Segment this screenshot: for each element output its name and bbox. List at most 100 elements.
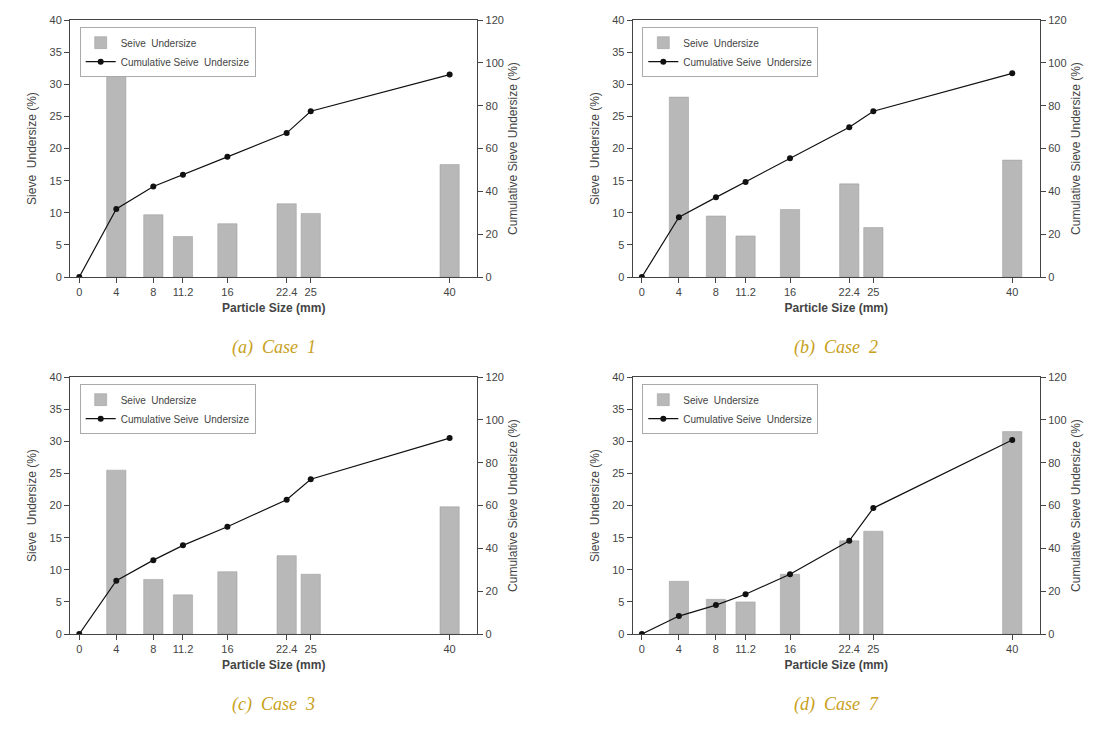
svg-text:40: 40 <box>486 185 498 197</box>
svg-text:4: 4 <box>113 643 119 655</box>
svg-text:25: 25 <box>50 467 62 479</box>
svg-text:15: 15 <box>50 175 62 187</box>
svg-text:Sieve Undersize (%): Sieve Undersize (%) <box>25 92 39 205</box>
svg-text:0: 0 <box>618 271 624 283</box>
svg-text:40: 40 <box>486 542 498 554</box>
svg-text:0: 0 <box>486 628 492 640</box>
svg-text:Particle Size (mm): Particle Size (mm) <box>222 658 325 672</box>
svg-text:(b) Case 2: (b) Case 2 <box>794 337 878 358</box>
svg-text:Particle Size (mm): Particle Size (mm) <box>785 301 888 315</box>
svg-text:20: 20 <box>486 585 498 597</box>
svg-text:5: 5 <box>618 239 624 251</box>
svg-text:80: 80 <box>1048 100 1060 112</box>
svg-text:11.2: 11.2 <box>735 643 756 655</box>
svg-text:0: 0 <box>56 628 62 640</box>
svg-text:4: 4 <box>113 286 119 298</box>
svg-text:20: 20 <box>612 142 624 154</box>
svg-text:80: 80 <box>486 100 498 112</box>
svg-text:10: 10 <box>612 207 624 219</box>
svg-text:120: 120 <box>486 14 504 26</box>
svg-text:Cumulative Sieve Undersize (%): Cumulative Sieve Undersize (%) <box>1069 419 1083 592</box>
svg-text:40: 40 <box>443 286 455 298</box>
svg-text:25: 25 <box>50 110 62 122</box>
svg-text:25: 25 <box>867 286 879 298</box>
svg-text:15: 15 <box>50 532 62 544</box>
svg-text:11.2: 11.2 <box>735 286 756 298</box>
svg-text:25: 25 <box>305 643 317 655</box>
svg-text:Seive Undersize: Seive Undersize <box>683 395 759 406</box>
svg-text:100: 100 <box>486 57 504 69</box>
svg-text:4: 4 <box>676 643 682 655</box>
svg-text:0: 0 <box>1048 271 1054 283</box>
svg-text:15: 15 <box>612 532 624 544</box>
svg-text:11.2: 11.2 <box>173 643 194 655</box>
svg-text:8: 8 <box>713 643 719 655</box>
svg-text:11.2: 11.2 <box>173 286 194 298</box>
svg-text:60: 60 <box>1048 142 1060 154</box>
svg-text:60: 60 <box>1048 499 1060 511</box>
svg-text:Seive Undersize: Seive Undersize <box>683 38 759 49</box>
svg-text:22.4: 22.4 <box>839 643 860 655</box>
svg-text:40: 40 <box>1006 643 1018 655</box>
svg-text:Sieve Undersize (%): Sieve Undersize (%) <box>25 449 39 562</box>
svg-text:35: 35 <box>50 403 62 415</box>
svg-text:16: 16 <box>784 643 796 655</box>
svg-text:Particle Size (mm): Particle Size (mm) <box>222 301 325 315</box>
svg-text:40: 40 <box>1048 185 1060 197</box>
svg-text:40: 40 <box>1048 542 1060 554</box>
svg-text:(a) Case 1: (a) Case 1 <box>232 337 316 358</box>
svg-text:35: 35 <box>612 403 624 415</box>
svg-text:25: 25 <box>305 286 317 298</box>
svg-text:(d) Case 7: (d) Case 7 <box>794 694 879 715</box>
svg-text:20: 20 <box>1048 585 1060 597</box>
svg-text:35: 35 <box>612 46 624 58</box>
svg-text:10: 10 <box>612 564 624 576</box>
svg-text:30: 30 <box>612 435 624 447</box>
svg-text:0: 0 <box>56 271 62 283</box>
svg-text:16: 16 <box>221 286 233 298</box>
svg-text:5: 5 <box>618 596 624 608</box>
svg-text:40: 40 <box>443 643 455 655</box>
svg-text:40: 40 <box>612 371 624 383</box>
svg-text:25: 25 <box>612 467 624 479</box>
svg-text:40: 40 <box>50 371 62 383</box>
svg-text:16: 16 <box>784 286 796 298</box>
svg-text:100: 100 <box>486 414 504 426</box>
svg-text:8: 8 <box>150 286 156 298</box>
svg-text:60: 60 <box>486 499 498 511</box>
svg-text:25: 25 <box>867 643 879 655</box>
svg-text:40: 40 <box>50 14 62 26</box>
svg-text:22.4: 22.4 <box>839 286 860 298</box>
svg-text:30: 30 <box>612 78 624 90</box>
svg-text:Seive Undersize: Seive Undersize <box>121 38 197 49</box>
svg-text:Cumulative Sieve Undersize (%): Cumulative Sieve Undersize (%) <box>1069 62 1083 235</box>
svg-text:0: 0 <box>76 643 82 655</box>
svg-text:80: 80 <box>1048 457 1060 469</box>
svg-text:20: 20 <box>486 228 498 240</box>
svg-text:0: 0 <box>1048 628 1054 640</box>
svg-text:120: 120 <box>1048 371 1066 383</box>
svg-text:40: 40 <box>1006 286 1018 298</box>
svg-text:20: 20 <box>612 499 624 511</box>
svg-text:Cumulative Seive Undersize: Cumulative Seive Undersize <box>683 414 812 425</box>
svg-text:Cumulative Seive Undersize: Cumulative Seive Undersize <box>121 57 250 68</box>
svg-text:(c) Case 3: (c) Case 3 <box>232 694 315 715</box>
svg-text:0: 0 <box>76 286 82 298</box>
svg-text:8: 8 <box>150 643 156 655</box>
svg-text:Cumulative Seive Undersize: Cumulative Seive Undersize <box>121 414 250 425</box>
svg-text:40: 40 <box>612 14 624 26</box>
svg-text:Cumulative Seive Undersize: Cumulative Seive Undersize <box>683 57 812 68</box>
svg-text:Sieve Undersize (%): Sieve Undersize (%) <box>588 449 602 562</box>
svg-text:60: 60 <box>486 142 498 154</box>
svg-text:22.4: 22.4 <box>276 643 297 655</box>
svg-text:4: 4 <box>676 286 682 298</box>
svg-text:80: 80 <box>486 457 498 469</box>
svg-text:Cumulative Sieve Undersize (%): Cumulative Sieve Undersize (%) <box>506 419 520 592</box>
svg-text:Seive Undersize: Seive Undersize <box>121 395 197 406</box>
svg-text:20: 20 <box>50 142 62 154</box>
svg-text:10: 10 <box>50 564 62 576</box>
svg-text:120: 120 <box>486 371 504 383</box>
svg-text:100: 100 <box>1048 57 1066 69</box>
svg-text:20: 20 <box>1048 228 1060 240</box>
svg-text:5: 5 <box>56 596 62 608</box>
